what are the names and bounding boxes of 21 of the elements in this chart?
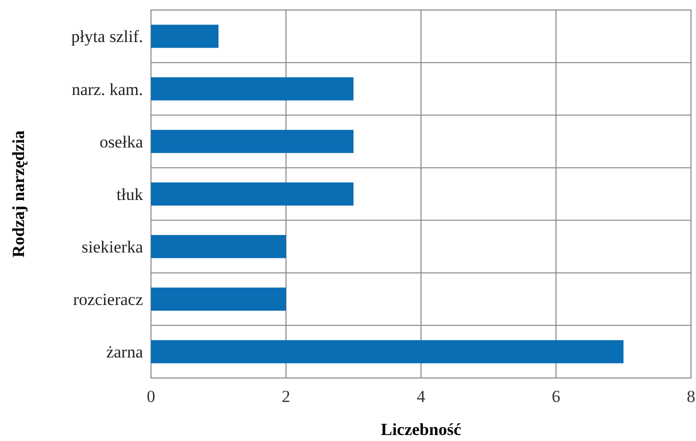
bar xyxy=(151,24,218,48)
y-tick-label: rozcieracz xyxy=(73,290,144,310)
y-tick-label: tłuk xyxy=(116,184,144,204)
x-tick-label: 6 xyxy=(552,387,560,406)
x-tick-label: 4 xyxy=(416,387,426,406)
bar xyxy=(151,182,354,206)
bar xyxy=(151,77,354,100)
bar xyxy=(151,340,624,364)
y-tick-label: narz. kam. xyxy=(72,80,143,99)
x-tick-label: 0 xyxy=(146,387,156,406)
y-tick-label: osełka xyxy=(100,132,144,152)
bar xyxy=(151,288,286,311)
y-tick-label: płyta szlif. xyxy=(71,27,143,46)
x-tick-label: 2 xyxy=(282,387,290,406)
x-axis-title: Liczebność xyxy=(380,420,462,439)
bar xyxy=(151,235,286,258)
y-tick-label: siekierka xyxy=(82,238,144,257)
y-axis-title: Rodzaj narzędzia xyxy=(9,130,28,258)
x-tick-label: 8 xyxy=(686,387,696,406)
y-tick-label: żarna xyxy=(106,342,144,362)
bar xyxy=(151,130,354,153)
